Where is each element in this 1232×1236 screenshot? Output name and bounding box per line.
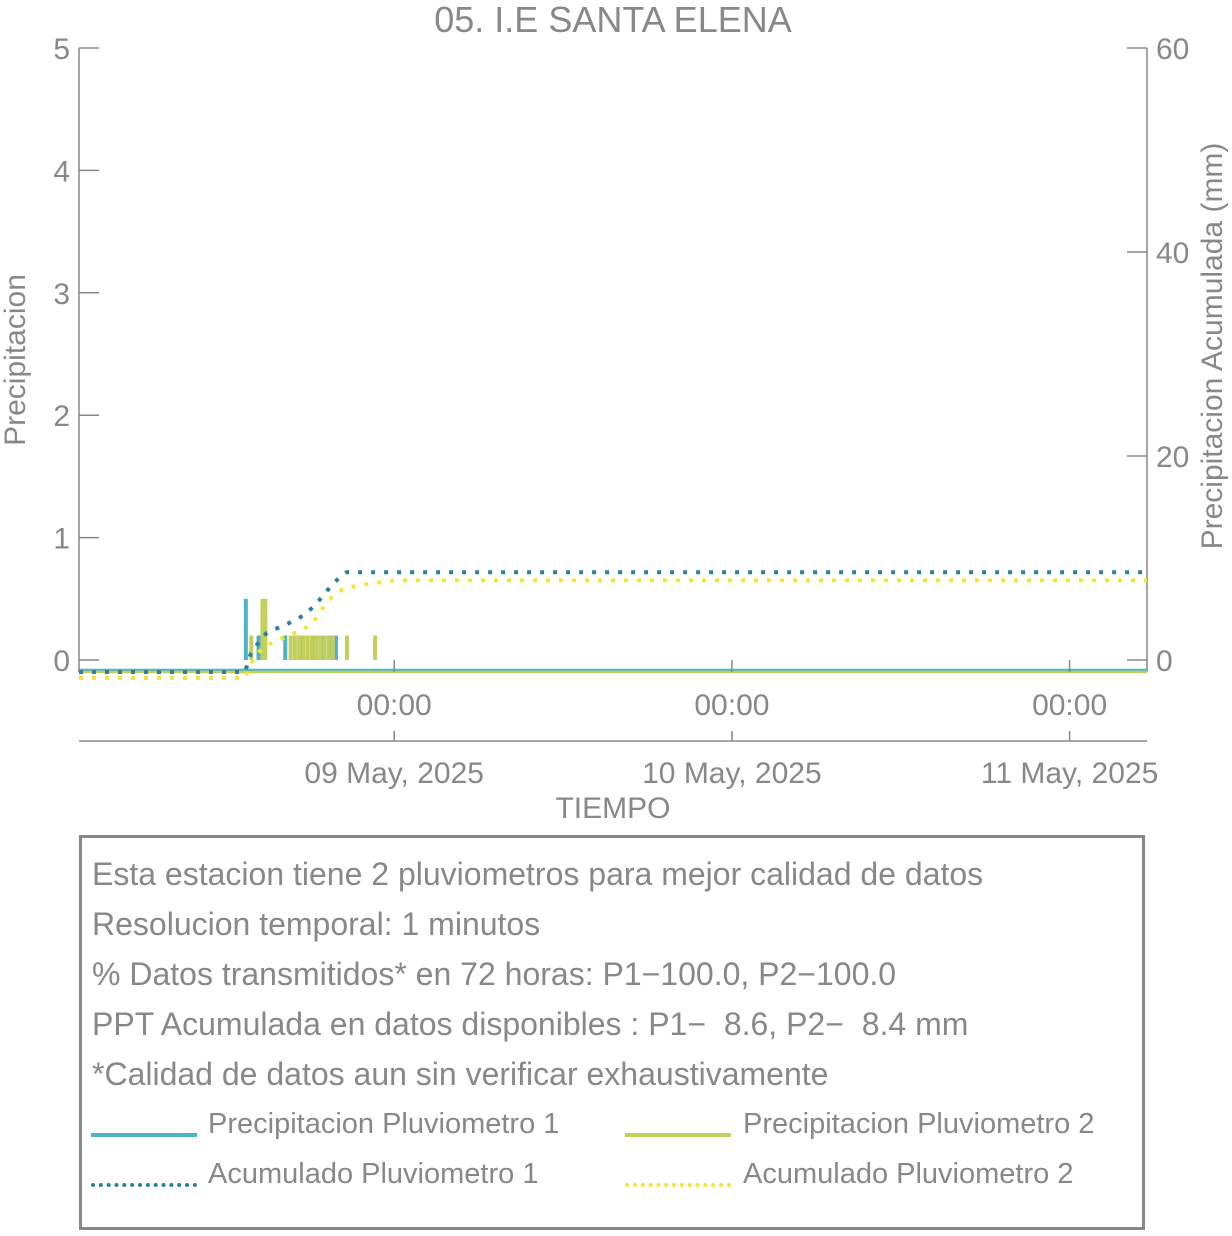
precip-bar-p2 <box>292 635 297 660</box>
legend-label-precip-p1: Precipitacion Pluviometro 1 <box>208 1108 560 1140</box>
accum-line-p1 <box>79 570 1147 674</box>
left-tick-label: 3 <box>53 278 70 311</box>
precip-bar-p2 <box>260 598 265 660</box>
time-tick-label: 00:00 <box>1032 689 1107 722</box>
right-tick-label: 0 <box>1156 645 1173 678</box>
legend-swatch-precip-p1 <box>91 1133 197 1137</box>
left-tick-label: 5 <box>53 33 70 66</box>
time-tick-label: 00:00 <box>694 689 769 722</box>
x-axis-label: TIEMPO <box>555 792 670 825</box>
precip-bar-p2 <box>326 635 331 660</box>
legend-label-accum-p2: Acumulado Pluviometro 2 <box>743 1158 1074 1190</box>
precip-bar-p2 <box>305 635 310 660</box>
plot-frame <box>78 48 1148 672</box>
precip-bar-p2 <box>288 635 293 660</box>
date-tick-label: 09 May, 2025 <box>304 757 484 790</box>
precip-bar-p1 <box>243 598 248 660</box>
left-tick-label: 4 <box>53 155 70 188</box>
precipitation-bars <box>79 598 1147 674</box>
right-y-axis: 0 20 40 60 <box>1127 33 1189 678</box>
right-tick-label: 40 <box>1156 237 1189 270</box>
x-axis: 00:00 09 May, 2025 00:00 10 May, 2025 00:00 1… <box>79 660 1158 790</box>
time-tick-label: 00:00 <box>357 689 432 722</box>
precip-bar-p2 <box>344 635 349 660</box>
info-line-accumulated: PPT Acumulada en datos disponibles : P1−… <box>92 1006 969 1042</box>
precip-bar-p2 <box>313 635 318 660</box>
accum-line-p2 <box>79 578 1147 680</box>
precip-bar-p2 <box>373 635 378 660</box>
legend-swatch-accum-p1 <box>91 1183 197 1187</box>
precip-bar-p2 <box>322 635 327 660</box>
precipitation-chart: 05. I.E SANTA ELENA 0 1 2 3 4 5 0 20 40 60 00:00… <box>0 0 1229 825</box>
date-tick-label: 11 May, 2025 <box>981 757 1158 790</box>
precip-bar-p1 <box>333 635 338 660</box>
info-line-quality: *Calidad de datos aun sin verificar exha… <box>92 1056 829 1092</box>
date-tick-label: 10 May, 2025 <box>642 757 822 790</box>
y-axis-right-label: Precipitacion Acumulada (mm) <box>1196 143 1229 550</box>
left-tick-label: 1 <box>53 523 70 556</box>
precip-bar-p2 <box>297 635 302 660</box>
legend-swatch-precip-p2 <box>625 1133 731 1137</box>
precip-bar-p2 <box>330 635 335 660</box>
info-box: Esta estacion tiene 2 pluviometros para … <box>79 835 1145 1230</box>
precip-bar-p2 <box>318 635 323 660</box>
precip-bar-p2 <box>249 635 254 660</box>
left-y-axis: 0 1 2 3 4 5 <box>53 33 99 678</box>
left-tick-label: 2 <box>53 400 70 433</box>
accumulated-lines <box>79 570 1147 680</box>
info-line-resolution: Resolucion temporal: 1 minutos <box>92 906 541 942</box>
info-line-transmitted: % Datos transmitidos* en 72 horas: P1−10… <box>92 956 897 992</box>
legend-swatch-accum-p2 <box>625 1183 731 1187</box>
chart-title: 05. I.E SANTA ELENA <box>434 0 792 40</box>
precip-bar-p1 <box>256 635 261 660</box>
left-tick-label: 0 <box>53 645 70 678</box>
precip-bar-p2 <box>263 598 268 660</box>
precip-bar-p2 <box>301 635 306 660</box>
right-tick-label: 60 <box>1156 33 1189 66</box>
legend-label-precip-p2: Precipitacion Pluviometro 2 <box>743 1108 1095 1140</box>
right-tick-label: 20 <box>1156 441 1189 474</box>
precip-bar-p1 <box>283 635 288 660</box>
precip-bar-p2 <box>309 635 314 660</box>
legend-label-accum-p1: Acumulado Pluviometro 1 <box>208 1158 539 1190</box>
info-line-stations: Esta estacion tiene 2 pluviometros para … <box>92 856 984 892</box>
y-axis-left-label: Precipitacion <box>0 274 32 446</box>
